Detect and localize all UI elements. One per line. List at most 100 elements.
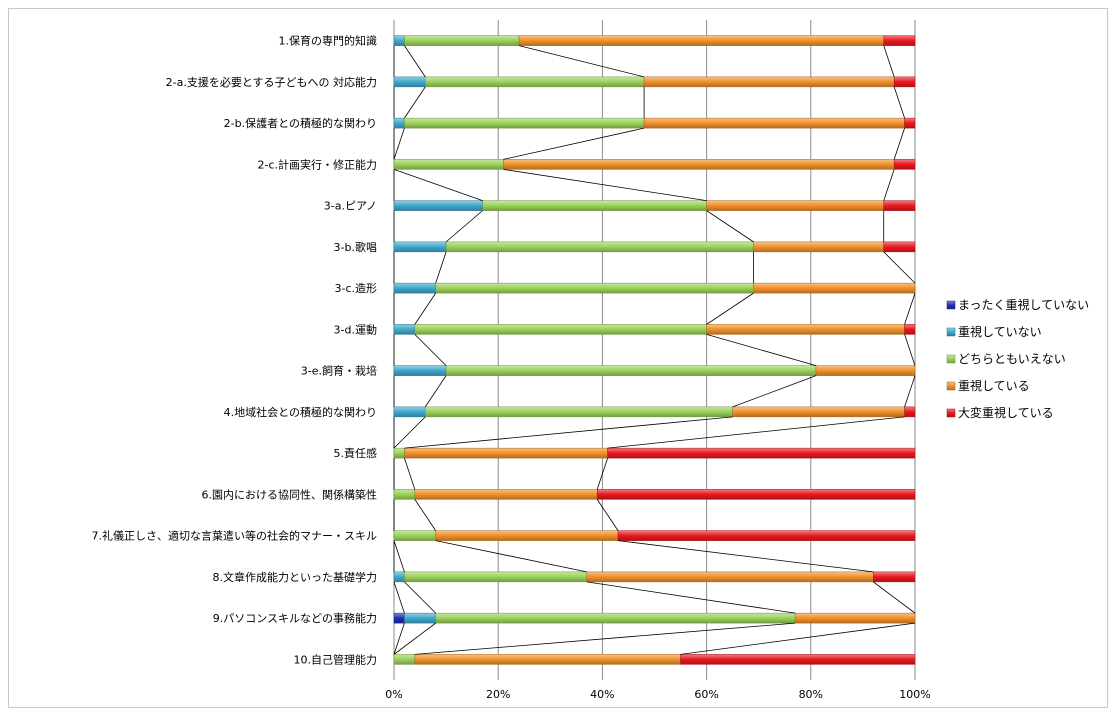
- legend: まったく重視していない重視していないどちらともいえない重視している大変重視してい…: [946, 297, 1089, 420]
- bar-segment: [393, 530, 436, 541]
- bar-segment: [753, 241, 884, 253]
- series-line: [435, 251, 447, 284]
- series-line: [883, 251, 916, 284]
- series-line: [518, 45, 645, 78]
- series-line: [414, 292, 437, 325]
- legend-swatch: [946, 408, 956, 418]
- category-label: 3-e.飼育・栽培: [301, 364, 377, 378]
- bar-segment: [435, 612, 796, 624]
- bar-segment: [393, 365, 447, 376]
- x-tick-label: 40%: [590, 688, 614, 701]
- bar-segment: [893, 76, 916, 88]
- series-line: [904, 375, 916, 408]
- bar-segment: [393, 612, 405, 624]
- bar-segment: [414, 489, 598, 500]
- bar-segment: [393, 654, 416, 665]
- bar-segment: [794, 612, 916, 624]
- series-line: [893, 127, 905, 160]
- bar-segment: [482, 200, 707, 211]
- category-label: 3-b.歌唱: [334, 240, 377, 254]
- bar-segment: [393, 76, 426, 88]
- bar-segment: [445, 365, 817, 376]
- category-labels: 1.保育の専門的知識 2-a.支援を必要とする子どもへの 対応能力 2-b.保護者と…: [92, 34, 378, 667]
- bar-segment: [393, 324, 416, 335]
- series-line: [404, 457, 416, 490]
- bar-segment: [404, 35, 520, 46]
- bar-segment: [393, 35, 405, 46]
- series-line: [904, 334, 916, 366]
- legend-swatch: [946, 300, 956, 310]
- series-line: [393, 540, 405, 573]
- bar-segment: [393, 447, 405, 459]
- series-line: [596, 499, 619, 531]
- series-line: [414, 622, 796, 655]
- bar-segment: [883, 241, 916, 253]
- bar-segment: [518, 35, 884, 46]
- legend-swatch: [946, 327, 956, 337]
- series-line: [404, 45, 426, 78]
- category-label: 2-a.支援を必要とする子どもへの 対応能力: [166, 75, 377, 89]
- series-line: [706, 333, 817, 367]
- series-line: [393, 622, 436, 655]
- series-line: [445, 210, 483, 243]
- series-line: [680, 622, 916, 655]
- bar-segment: [607, 447, 916, 459]
- bar-segment: [425, 76, 645, 88]
- series-line: [607, 416, 905, 449]
- bar-segment: [706, 200, 884, 211]
- series-line: [404, 581, 436, 614]
- series-line: [503, 168, 707, 202]
- bar-segment: [393, 571, 405, 583]
- bar-segment: [617, 530, 916, 541]
- series-line: [586, 581, 796, 614]
- bar-segment: [643, 117, 905, 129]
- series-connector-lines: [393, 45, 916, 655]
- category-label: 9.パソコンスキルなどの事務能力: [213, 611, 377, 625]
- bar-segment: [732, 406, 905, 418]
- category-label: 3-a.ピアノ: [324, 200, 377, 213]
- bar-segment: [435, 530, 619, 541]
- series-line: [424, 375, 447, 408]
- bar-segment: [873, 571, 916, 583]
- category-label: 6.園内における協同性、関係構築性: [202, 487, 378, 501]
- bar-segment: [404, 612, 436, 624]
- bar-segment: [393, 117, 405, 129]
- bar-segment: [815, 365, 916, 376]
- x-tick-label: 100%: [899, 688, 930, 701]
- category-label: 2-b.保護者との積極的な関わり: [224, 116, 377, 130]
- bar-segment: [503, 159, 895, 170]
- category-label: 8.文章作成能力といった基礎学力: [213, 570, 378, 584]
- series-line: [732, 375, 817, 408]
- series-line: [893, 86, 905, 119]
- bar-segment: [393, 406, 426, 418]
- series-line: [393, 168, 483, 202]
- bar-segment: [445, 241, 754, 253]
- bar-segment: [596, 489, 916, 500]
- bar-segment: [706, 324, 905, 335]
- category-label: 7.礼儀正しさ、適切な言葉遣い等の社会的マナー・スキル: [92, 529, 378, 543]
- bar-segment: [904, 324, 916, 335]
- series-line: [706, 292, 754, 325]
- series-line: [883, 45, 895, 78]
- bar-segment: [414, 654, 681, 665]
- series-line: [706, 210, 754, 243]
- category-label: 1.保育の専門的知識: [279, 34, 378, 48]
- category-label: 2-c.計画実行・修正能力: [257, 157, 377, 171]
- bar-segment: [404, 447, 608, 459]
- series-line: [393, 416, 426, 449]
- series-line: [414, 334, 447, 366]
- bar-segment: [393, 159, 504, 170]
- legend-label: どちらともいえない: [958, 352, 1066, 366]
- series-line: [617, 540, 874, 573]
- series-line: [393, 581, 405, 614]
- bars: [393, 35, 916, 665]
- series-line: [596, 457, 608, 490]
- legend-label: まったく重視していない: [958, 297, 1089, 312]
- series-line: [414, 499, 437, 531]
- bar-segment: [893, 159, 916, 170]
- bar-segment: [404, 571, 588, 583]
- bar-segment: [904, 117, 916, 129]
- category-label: 10.自己管理能力: [294, 652, 378, 666]
- category-label: 3-c.造形: [334, 281, 377, 295]
